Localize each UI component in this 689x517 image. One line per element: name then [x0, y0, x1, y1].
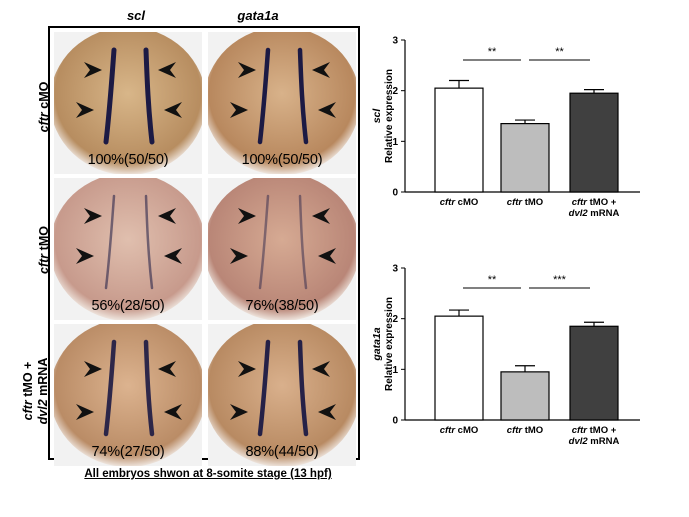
significance-label-1: **	[488, 46, 497, 58]
stain-stripe-right	[143, 47, 155, 145]
y-tick-label: 0	[392, 188, 398, 199]
category-label-3: cftr tMO +	[572, 197, 617, 208]
y-axis-label: Relative expression	[384, 69, 395, 163]
embryo-image-scl-row-1: 100%(50/50)	[54, 32, 202, 174]
category-label-1: cftr cMO	[440, 425, 479, 436]
category-label-line2-3: dvl2 mRNA	[569, 208, 620, 219]
arrowhead-marker-4	[164, 404, 182, 420]
arrowhead-marker-3	[158, 361, 176, 377]
arrowhead-marker-2	[76, 404, 94, 420]
category-label-1: cftr cMO	[440, 197, 479, 208]
arrowhead-marker-2	[230, 404, 248, 420]
arrowhead-marker-1	[238, 361, 256, 377]
bar-1	[434, 87, 484, 193]
significance-label-2: ***	[553, 274, 567, 286]
stain-stripe-left	[258, 194, 270, 290]
bar-3	[569, 92, 619, 193]
y-axis-label: Relative expression	[384, 297, 395, 391]
significance-label-1: **	[488, 274, 497, 286]
stain-stripe-right	[143, 339, 155, 437]
y-tick-label: 1	[392, 137, 398, 148]
y-tick-label: 0	[392, 416, 398, 427]
embryo-image-gata1a-row-2: 76%(38/50)	[208, 178, 356, 320]
category-label-line2-3: dvl2 mRNA	[569, 436, 620, 447]
category-label-2: cftr tMO	[507, 425, 543, 436]
figure-caption: All embryos shwon at 8-somite stage (13 …	[84, 468, 332, 480]
arrowhead-marker-4	[318, 248, 336, 264]
arrowhead-marker-4	[164, 248, 182, 264]
embryo-percentage-label: 56%(28/50)	[91, 298, 165, 314]
embryo-percentage-label: 76%(38/50)	[245, 298, 319, 314]
arrowhead-marker-3	[312, 62, 330, 78]
row-label-italic: cftr	[21, 400, 35, 421]
stain-stripe-left	[103, 339, 117, 437]
y-tick-label: 3	[392, 264, 398, 275]
column-header-scl: scl	[126, 8, 146, 23]
y-axis-label-gene: gata1a	[371, 327, 383, 361]
stain-stripe-right	[298, 194, 308, 290]
y-axis-label-gene: scl	[371, 108, 383, 124]
embryo-body	[54, 324, 202, 466]
stain-stripe-left	[257, 47, 271, 145]
y-tick-label: 2	[392, 86, 398, 97]
embryo-image-gata1a-row-1: 100%(50/50)	[208, 32, 356, 174]
category-label-2: cftr tMO	[507, 197, 543, 208]
y-tick-label: 2	[392, 314, 398, 325]
category-label-3: cftr tMO +	[572, 425, 617, 436]
arrowhead-marker-1	[238, 62, 256, 78]
arrowhead-marker-3	[158, 62, 176, 78]
embryo-percentage-label: 74%(27/50)	[91, 444, 165, 460]
embryo-body	[208, 324, 356, 466]
arrowhead-marker-1	[84, 361, 102, 377]
arrowhead-marker-1	[84, 62, 102, 78]
embryo-image-scl-row-3: 74%(27/50)	[54, 324, 202, 466]
arrowhead-marker-2	[230, 248, 248, 264]
arrowhead-marker-1	[84, 208, 102, 224]
stain-stripe-right	[144, 194, 154, 290]
significance-label-2: **	[555, 46, 564, 58]
bar-3	[569, 325, 619, 421]
bar-2	[500, 371, 550, 421]
arrowhead-marker-2	[230, 102, 248, 118]
embryo-image-gata1a-row-3: 88%(44/50)	[208, 324, 356, 466]
embryo-percentage-label: 88%(44/50)	[245, 444, 319, 460]
arrowhead-marker-2	[76, 102, 94, 118]
arrowhead-marker-3	[312, 361, 330, 377]
embryo-percentage-label: 100%(50/50)	[87, 152, 169, 168]
in-situ-panel-frame: 100%(50/50) 100%(50/50) 56%(28/50) 76%(38/5…	[48, 26, 360, 466]
stain-stripe-right	[297, 339, 309, 437]
bar-1	[434, 315, 484, 421]
column-header-gata1a: gata1a	[237, 8, 279, 23]
y-tick-label: 3	[392, 36, 398, 47]
arrowhead-marker-4	[318, 102, 336, 118]
row-label-cftr-tmo-dvl2: cftr tMO + dvl2 mRNA	[21, 321, 51, 461]
arrowhead-marker-4	[318, 404, 336, 420]
row-label-plain: tMO +	[21, 361, 35, 401]
bar-chart-scl: scl Relative expression 0 1 2 3 ** ** cftr cMO cf…	[371, 36, 640, 219]
stain-stripe-left	[104, 194, 116, 290]
bar-2	[500, 122, 550, 193]
arrowhead-marker-2	[76, 248, 94, 264]
embryo-image-scl-row-2: 56%(28/50)	[54, 178, 202, 320]
arrowhead-marker-1	[238, 208, 256, 224]
arrowhead-marker-4	[164, 102, 182, 118]
stain-stripe-right	[297, 47, 309, 145]
embryo-percentage-label: 100%(50/50)	[241, 152, 323, 168]
stain-stripe-left	[103, 47, 117, 145]
y-tick-label: 1	[392, 365, 398, 376]
stain-stripe-left	[257, 339, 271, 437]
arrowhead-marker-3	[158, 208, 176, 224]
arrowhead-marker-3	[312, 208, 330, 224]
